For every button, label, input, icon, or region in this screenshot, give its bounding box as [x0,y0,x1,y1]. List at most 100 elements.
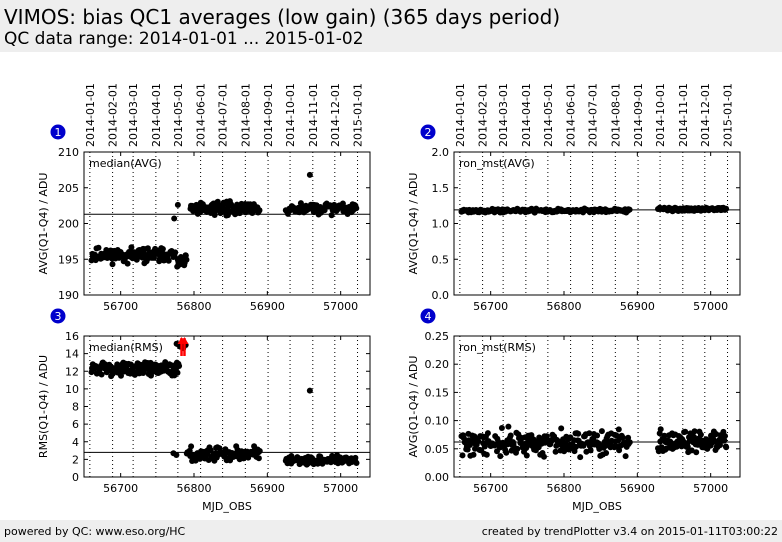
x-tick-label: 56900 [620,482,655,495]
x-tick-label: 57000 [693,300,728,313]
x-tick-label: 56700 [473,300,508,313]
page-title: VIMOS: bias QC1 averages (low gain) (365… [4,5,561,29]
x-tick-label: 56800 [177,482,212,495]
x-tick-label: 56700 [473,482,508,495]
x-axis-label: MJD_OBS [202,500,252,513]
date-tick-label: 2014-10-01 [284,83,297,147]
data-point [723,444,730,451]
data-point [470,451,477,458]
data-point [151,254,157,261]
y-tick-label: 205 [58,182,79,195]
x-tick-label: 56900 [250,482,285,495]
panel-label: median(AVG) [89,157,162,170]
series-points [88,171,360,270]
data-point [255,455,262,462]
y-tick-label: 14 [65,348,79,361]
y-tick-label: 190 [58,289,79,302]
date-tick-label: 2015-01-01 [352,83,365,147]
y-tick-label: 0.15 [425,386,450,399]
panel-number-badge [50,308,66,324]
date-tick-label: 2014-08-01 [609,83,622,147]
y-axis-label: RMS(Q1-Q4) / ADU [37,355,50,458]
panel-number: 4 [425,310,432,323]
y-tick-label: 10 [65,383,79,396]
data-point [541,453,547,460]
panel-number-badge [420,308,436,324]
date-tick-label: 2014-11-01 [677,83,690,147]
data-point [721,437,728,444]
date-tick-label: 2014-06-01 [195,83,208,147]
plot-frame [453,335,741,478]
data-point [552,448,559,455]
plot-frame [83,151,371,296]
data-point [603,450,610,456]
y-tick-label: 0.10 [425,415,450,428]
data-point [353,460,360,466]
panel-number-badge [50,124,66,140]
data-point [523,452,530,459]
data-point [306,171,313,178]
data-point [98,371,105,378]
data-point [626,206,633,213]
y-tick-label: 4 [72,436,79,449]
panel-label: median(RMS) [89,341,163,354]
data-point [723,205,730,212]
y-tick-label: 0.25 [425,330,450,343]
date-tick-label: 2014-01-01 [84,83,97,147]
data-point [505,423,512,430]
series-points [458,204,730,216]
date-tick-label: 2014-12-01 [699,83,712,147]
data-point [507,432,514,439]
y-tick-label: 2 [72,453,79,466]
data-point [498,425,505,431]
data-point [211,212,218,218]
data-point [171,215,178,222]
date-tick-label: 2014-02-01 [107,83,120,147]
y-axis-label: AVG(Q1-Q4) / ADU [407,356,420,458]
y-tick-label: 1.0 [432,218,450,231]
data-point [717,442,723,449]
data-point [503,449,510,456]
x-tick-label: 56900 [250,300,285,313]
data-point [558,425,565,432]
date-tick-label: 2014-04-01 [520,83,533,147]
date-tick-label: 2014-08-01 [239,83,252,147]
data-point [577,454,584,461]
data-point [684,443,691,450]
date-tick-label: 2014-03-01 [497,83,510,147]
data-point [514,445,521,452]
data-point [176,363,183,369]
date-tick-label: 2014-05-01 [172,83,185,147]
data-point [353,205,360,212]
panel-label: ron_mst(AVG) [459,157,535,170]
date-tick-label: 2014-11-01 [307,83,320,147]
data-point [543,433,550,440]
data-point [691,428,698,435]
x-tick-label: 56700 [103,482,138,495]
data-point [124,260,131,267]
data-point [173,451,180,458]
data-point [352,454,359,461]
y-axis-label: AVG(Q1-Q4) / ADU [407,173,420,275]
date-tick-label: 2014-03-01 [127,83,140,147]
date-tick-label: 2014-05-01 [542,83,555,147]
data-point [297,200,304,207]
data-point [464,446,471,453]
date-tick-label: 2014-12-01 [329,83,342,147]
y-tick-label: 16 [65,330,79,343]
date-tick-label: 2014-07-01 [587,83,600,147]
data-point [328,212,335,219]
x-tick-label: 57000 [693,482,728,495]
date-tick-label: 2014-07-01 [217,83,230,147]
x-tick-label: 56900 [620,300,655,313]
y-tick-label: 0.05 [425,443,450,456]
data-point [159,246,166,252]
y-tick-label: 0 [72,471,79,484]
data-point [188,443,195,450]
data-point [484,430,491,437]
x-tick-label: 57000 [323,482,358,495]
report-header: VIMOS: bias QC1 averages (low gain) (365… [0,0,782,52]
data-point [722,433,728,439]
date-tick-label: 2014-01-01 [454,83,467,147]
data-point [475,438,482,445]
